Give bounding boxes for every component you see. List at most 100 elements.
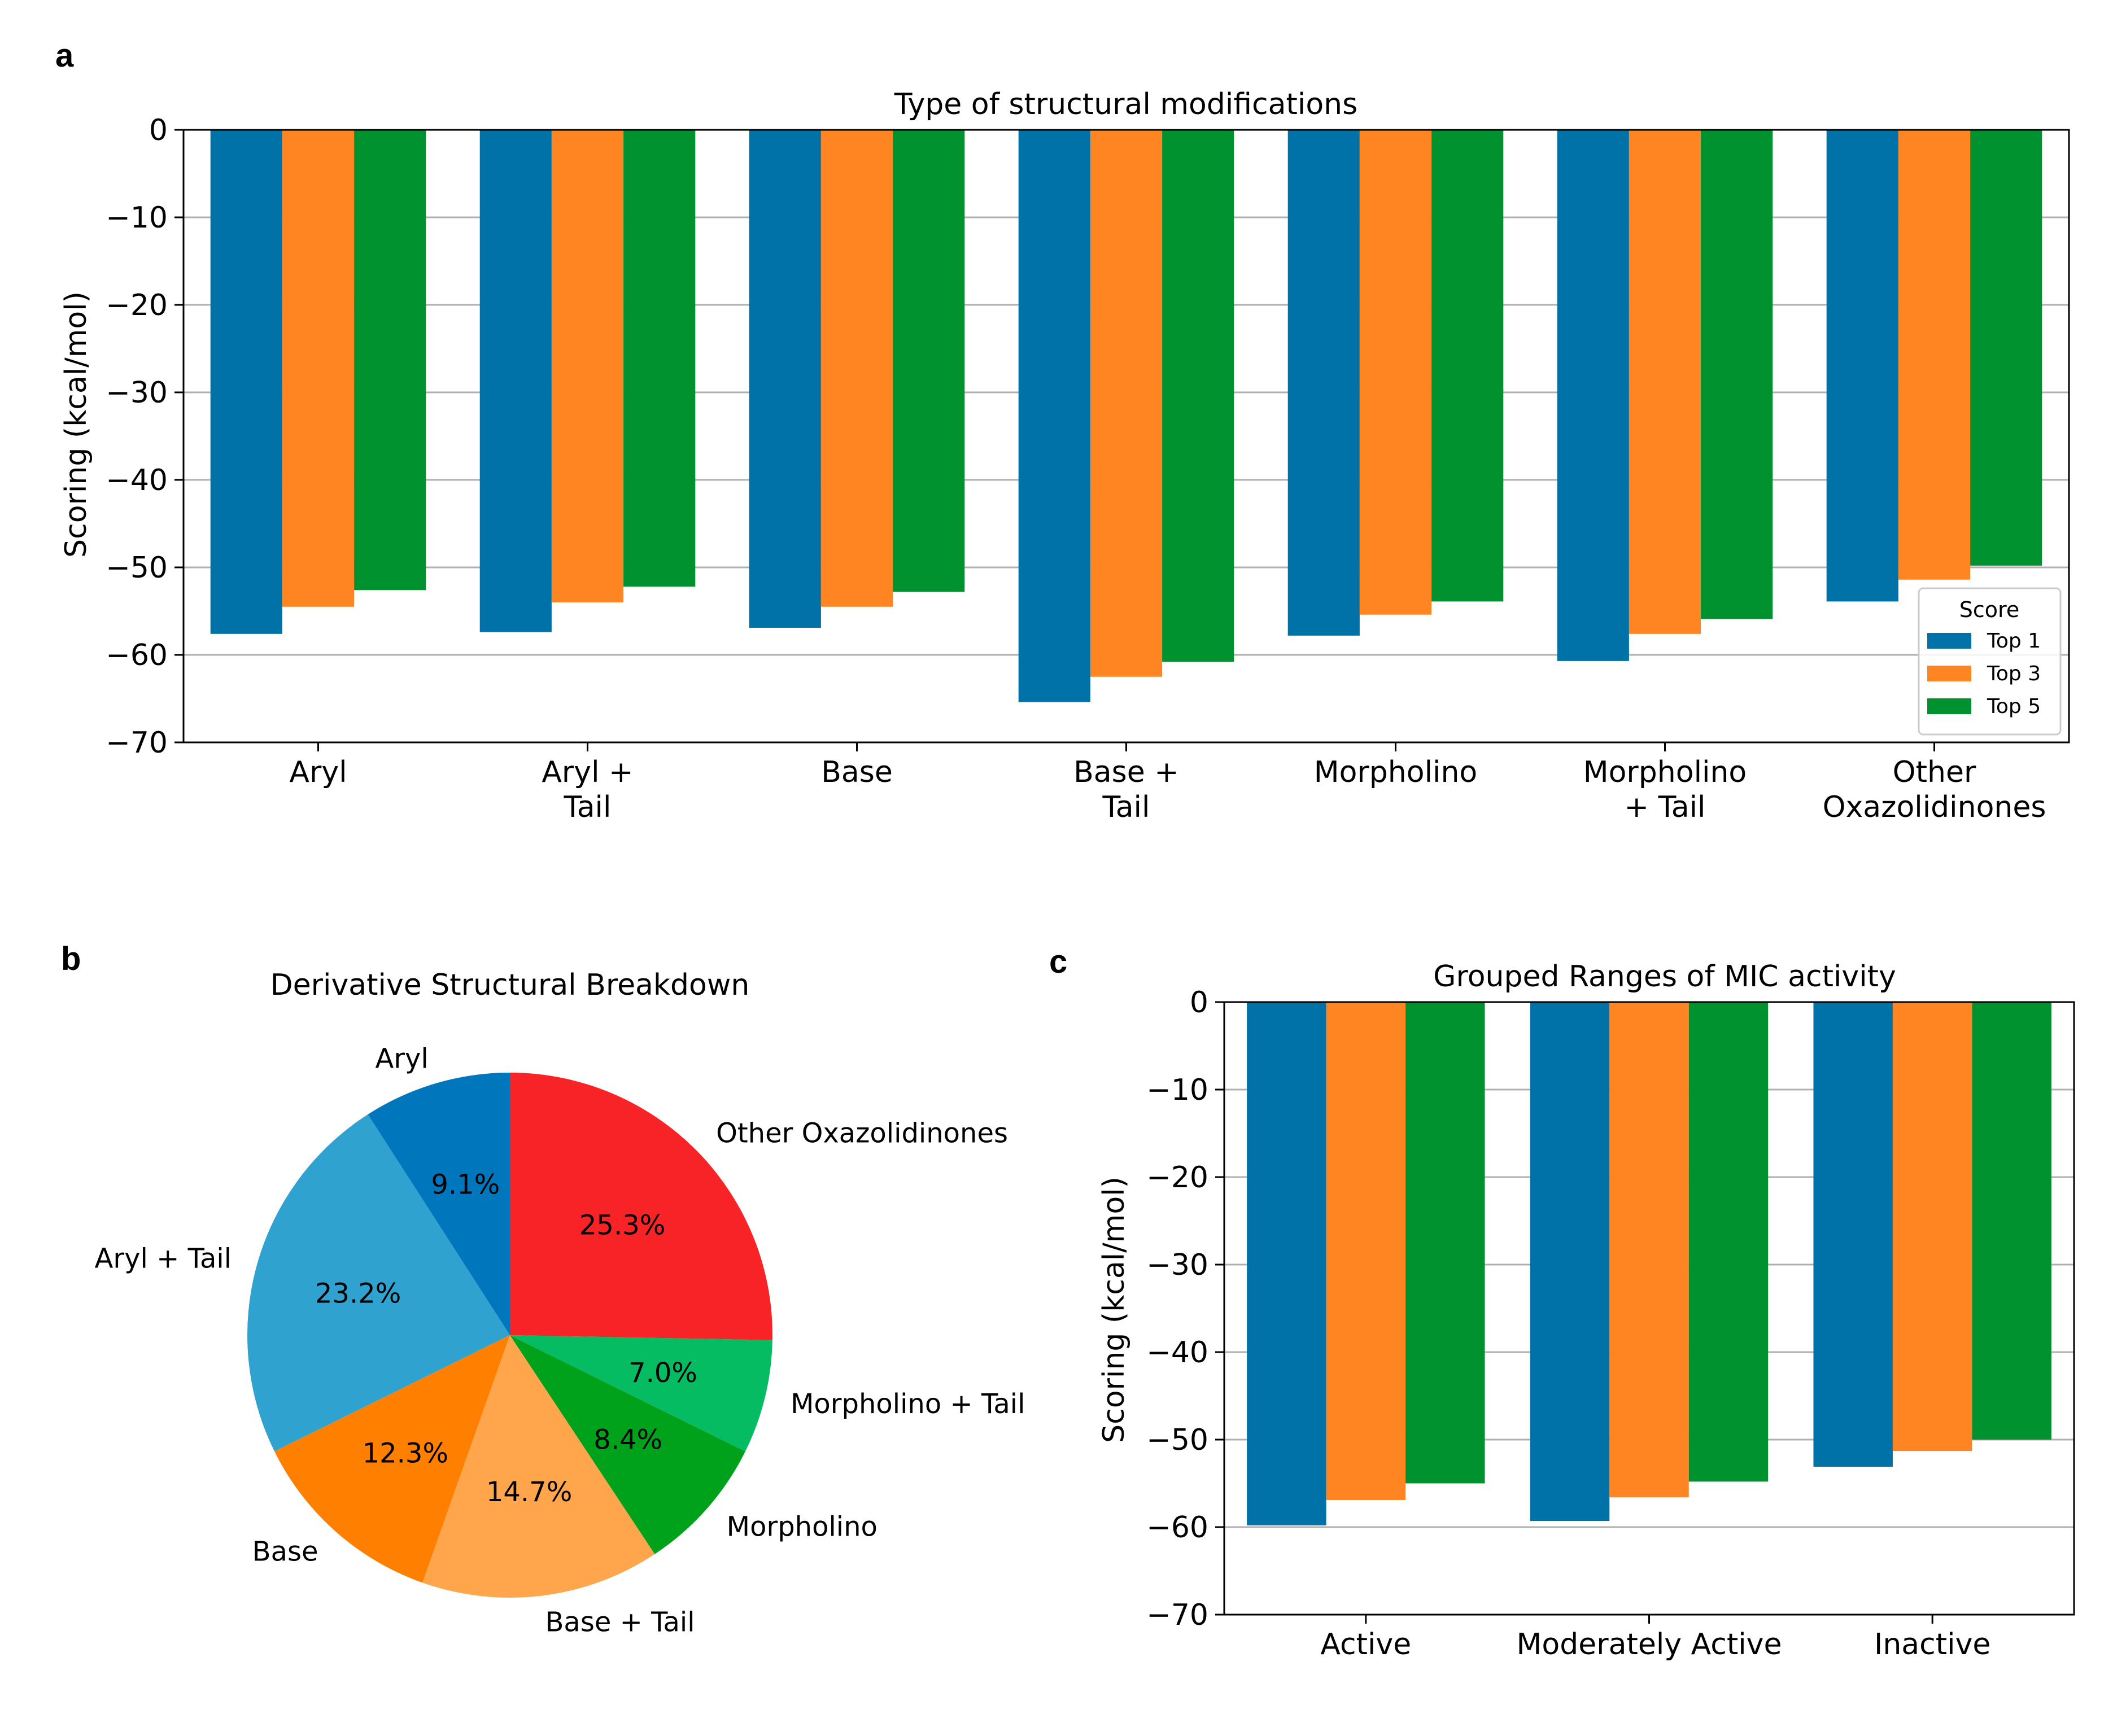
- bar-top-3: [551, 130, 624, 602]
- chart-c-title: Grouped Ranges of MIC activity: [1433, 960, 1896, 994]
- bar-top-5: [1970, 130, 2042, 566]
- pie-pct-label: 8.4%: [593, 1424, 662, 1456]
- pie-slice-base: [274, 1335, 510, 1583]
- x-tick-label: Base: [821, 755, 893, 789]
- bar-top-3: [1892, 1002, 1972, 1451]
- panel-letter-a: a: [55, 37, 74, 74]
- panel-letter-b: b: [61, 941, 81, 977]
- x-tick-label: + Tail: [1624, 790, 1705, 824]
- bar-top-1: [1018, 130, 1090, 702]
- y-tick-label: −10: [106, 201, 168, 235]
- y-tick-label: −40: [106, 463, 168, 497]
- chart-c: Grouped Ranges of MIC activity Scoring (…: [1097, 960, 2075, 1661]
- pie-slice-label: Base + Tail: [545, 1607, 695, 1638]
- y-tick-label: −70: [106, 726, 168, 760]
- legend-swatch-top3: [1927, 666, 1971, 681]
- y-tick-label: 0: [1190, 986, 1208, 1020]
- bar-top-3: [1609, 1002, 1689, 1498]
- bar-top-3: [1898, 130, 1971, 580]
- x-tick-label: Aryl: [289, 755, 347, 789]
- pie-pct-label: 9.1%: [431, 1169, 500, 1200]
- x-tick-label: Other: [1893, 755, 1976, 789]
- pie-pct-label: 14.7%: [486, 1476, 572, 1508]
- chart-b-title: Derivative Structural Breakdown: [270, 968, 750, 1002]
- chart-a-ylabel: Scoring (kcal/mol): [59, 291, 93, 558]
- pie-slice-label: Morpholino: [727, 1511, 878, 1542]
- y-tick-label: −60: [1146, 1511, 1208, 1545]
- bar-top-5: [1688, 1002, 1769, 1482]
- y-tick-label: −50: [106, 551, 168, 585]
- pie-pct-label: 7.0%: [628, 1357, 697, 1389]
- pie-slice-label: Other Oxazolidinones: [716, 1118, 1008, 1149]
- y-tick-label: −70: [1146, 1598, 1208, 1632]
- x-tick-label: Base +: [1073, 755, 1179, 789]
- bar-top-1: [749, 130, 821, 628]
- legend-swatch-top1: [1927, 633, 1971, 649]
- chart-a-legend: Score Top 1 Top 3 Top 5: [1918, 587, 2062, 736]
- bar-top-1: [210, 130, 282, 634]
- pie-pct-label: 12.3%: [363, 1438, 448, 1470]
- bar-top-5: [1701, 130, 1773, 619]
- pie-slice-base-tail: [422, 1335, 655, 1598]
- y-tick-label: −30: [106, 376, 168, 410]
- chart-a: Type of structural modifications Scoring…: [59, 88, 2070, 824]
- legend-label-top3: Top 3: [1987, 662, 2041, 685]
- pie-slice-label: Morpholino + Tail: [791, 1388, 1025, 1420]
- y-tick-label: −10: [1146, 1073, 1208, 1107]
- bar-top-3: [1359, 130, 1432, 615]
- bar-top-3: [1326, 1002, 1406, 1500]
- bar-top-1: [1826, 130, 1898, 602]
- bar-top-1: [1530, 1002, 1610, 1521]
- bar-top-5: [1162, 130, 1234, 662]
- legend-label-top1: Top 1: [1987, 629, 2041, 653]
- bar-top-3: [1629, 130, 1701, 634]
- pie-slice-label: Aryl: [375, 1043, 428, 1074]
- y-tick-label: 0: [149, 113, 168, 147]
- y-tick-label: −30: [1146, 1248, 1208, 1282]
- panel-letter-c: c: [1049, 943, 1067, 980]
- x-tick-label: Inactive: [1874, 1628, 1990, 1661]
- bar-top-5: [623, 130, 696, 587]
- chart-a-title: Type of structural modifications: [894, 88, 1357, 121]
- y-tick-label: −60: [106, 639, 168, 672]
- pie-slice-label: Base: [252, 1536, 318, 1568]
- pie-slice-label: Aryl + Tail: [95, 1243, 232, 1274]
- bar-top-5: [354, 130, 426, 591]
- x-tick-label: Active: [1320, 1628, 1411, 1661]
- bar-top-1: [1557, 130, 1629, 661]
- y-tick-label: −50: [1146, 1423, 1208, 1457]
- bar-top-3: [1090, 130, 1163, 677]
- chart-b: Derivative Structural Breakdown 9.1% Aryl…: [95, 968, 1025, 1638]
- bar-top-1: [479, 130, 552, 632]
- legend-frame: [1918, 587, 2062, 736]
- legend-label-top5: Top 5: [1987, 695, 2041, 718]
- x-tick-label: Moderately Active: [1517, 1628, 1782, 1661]
- y-tick-label: −40: [1146, 1336, 1208, 1370]
- y-tick-label: −20: [1146, 1161, 1208, 1195]
- bar-top-3: [820, 130, 893, 607]
- pie-slice-morpholino: [510, 1335, 745, 1554]
- bar-top-5: [1405, 1002, 1485, 1484]
- pie-slice-morpholino-tail: [510, 1335, 772, 1451]
- bar-top-3: [282, 130, 355, 607]
- chart-c-ylabel: Scoring (kcal/mol): [1097, 1177, 1131, 1443]
- pie-pct-label: 23.2%: [315, 1278, 401, 1310]
- pie-slice-aryl: [368, 1073, 510, 1335]
- x-tick-label: Morpholino: [1583, 755, 1747, 789]
- legend-title: Score: [1959, 597, 2019, 622]
- bar-top-1: [1287, 130, 1360, 636]
- legend-swatch-top5: [1927, 698, 1971, 714]
- pie-slice-other-oxazolidinones: [510, 1073, 772, 1340]
- pie-slice-aryl-tail: [247, 1114, 510, 1451]
- x-tick-label: Tail: [564, 790, 612, 824]
- x-tick-label: Tail: [1102, 790, 1150, 824]
- bar-top-1: [1247, 1002, 1326, 1525]
- bar-top-1: [1813, 1002, 1893, 1467]
- pie-pct-label: 25.3%: [579, 1210, 665, 1241]
- bar-top-5: [1972, 1002, 2051, 1440]
- bar-top-5: [893, 130, 965, 592]
- x-tick-label: Aryl +: [542, 755, 633, 789]
- x-tick-label: Oxazolidinones: [1823, 790, 2046, 824]
- bar-top-5: [1431, 130, 1504, 602]
